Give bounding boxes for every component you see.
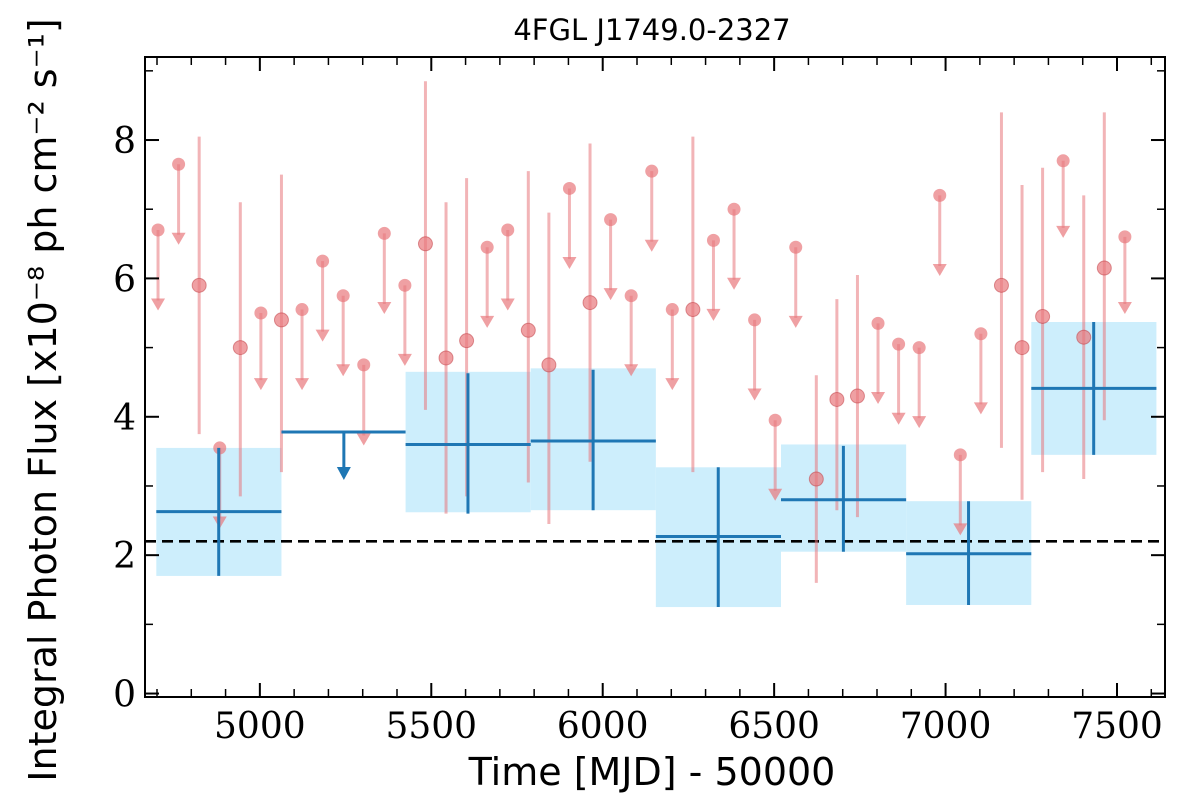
x-tick-label: 7000 <box>900 706 992 747</box>
short-bin-arrowhead <box>356 433 371 446</box>
short-bin-point <box>993 277 1009 293</box>
short-bin-point <box>1035 308 1051 324</box>
short-bin-point <box>417 236 433 252</box>
y-tick-label: 6 <box>113 259 136 300</box>
axis-ticks <box>145 57 1165 697</box>
short-bin-arrowhead <box>603 288 618 301</box>
short-bin-upper-limit-marker <box>912 341 926 355</box>
short-bin-upper-limit-marker <box>398 278 412 292</box>
short-bin-upper-limit-marker <box>377 226 391 240</box>
x-axis-label: Time [MJD] - 50000 <box>468 750 836 794</box>
short-bin-point <box>273 312 289 328</box>
short-bin-upper-limit-marker <box>871 316 885 330</box>
short-bin-arrowhead <box>377 302 392 314</box>
short-bin-point <box>808 471 824 487</box>
short-bin-upper-limit-marker <box>953 448 967 462</box>
short-bin-upper-limit-marker <box>727 202 741 216</box>
short-bin-point <box>1096 260 1112 276</box>
short-bin-upper-limit-marker <box>706 233 720 247</box>
long-bin-arrowhead <box>336 467 351 481</box>
short-bin-upper-limit-marker <box>480 240 494 254</box>
short-bin-point <box>1076 329 1092 345</box>
short-bin-point <box>520 322 536 338</box>
short-bin-arrowhead <box>747 388 762 401</box>
short-bin-arrowhead <box>624 364 639 377</box>
short-bin-arrowhead <box>932 263 947 276</box>
short-bin-upper-limit-marker <box>501 223 515 237</box>
short-bin-upper-limit-marker <box>604 213 618 227</box>
short-bin-upper-limit-marker <box>336 289 350 303</box>
short-bin-upper-limit-marker <box>665 303 679 317</box>
x-tick-label: 5000 <box>214 706 306 747</box>
short-bin-upper-limit-marker <box>624 289 638 303</box>
short-bin-arrowhead <box>788 315 803 328</box>
short-bin-arrowhead <box>336 364 351 377</box>
short-bin-upper-limit-marker <box>562 181 576 195</box>
x-tick-labels: 5000 5500 6000 6500 7000 7500 <box>214 706 1163 747</box>
x-tick-label: 6500 <box>728 706 820 747</box>
short-bin-point <box>541 357 557 373</box>
short-bin-upper-limit-marker <box>892 337 906 351</box>
short-bin-arrowhead <box>171 232 186 245</box>
x-tick-label: 7500 <box>1071 706 1163 747</box>
short-bin-arrowhead <box>295 378 310 391</box>
short-bin-arrowhead <box>665 378 680 391</box>
short-bin-arrowhead <box>500 298 515 311</box>
short-bin-arrowhead <box>706 308 721 321</box>
short-bin-arrowhead <box>727 277 742 290</box>
y-tick-label: 2 <box>113 536 136 577</box>
short-bin-upper-limit-marker <box>316 254 330 268</box>
short-bin-arrowhead <box>912 416 927 429</box>
y-axis-label: Integral Photon Flux [x10⁻⁸ ph cm⁻² s⁻¹] <box>21 18 65 781</box>
long-bin-series <box>156 321 1157 608</box>
short-bin-arrowhead <box>397 353 412 366</box>
short-bin-point <box>849 388 865 404</box>
short-bin-upper-limit-marker <box>974 327 988 341</box>
short-bin-arrowhead <box>891 412 906 425</box>
short-bin-point <box>232 340 248 356</box>
short-bin-point <box>829 391 845 407</box>
short-bin-arrowhead <box>768 488 783 501</box>
short-bin-arrowhead <box>562 257 577 270</box>
short-bin-upper-limit-marker <box>933 188 947 202</box>
short-bin-arrowhead <box>315 329 330 342</box>
short-bin-upper-limit-marker <box>151 223 165 237</box>
short-bin-arrowhead <box>644 239 659 252</box>
short-bin-upper-limit-marker <box>768 413 782 427</box>
short-bin-upper-limit-marker <box>748 313 762 327</box>
long-bin-error-bands <box>156 321 1157 608</box>
short-bin-point <box>582 295 598 311</box>
short-bin-upper-limit-marker <box>1118 230 1132 244</box>
short-bin-upper-limit-marker <box>1056 154 1070 168</box>
short-bin-arrowhead <box>253 378 268 391</box>
short-bin-arrowhead <box>871 391 886 404</box>
short-bin-upper-limit-marker <box>254 306 268 320</box>
short-bin-arrowhead <box>1117 302 1132 314</box>
short-bin-arrowhead <box>973 402 988 415</box>
chart-title: 4FGL J1749.0-2327 <box>513 13 790 47</box>
short-bin-series <box>151 81 1132 583</box>
short-bin-point <box>438 350 454 366</box>
short-bin-upper-limit-marker <box>357 358 371 372</box>
y-tick-label: 0 <box>113 675 136 716</box>
short-bin-arrowhead <box>151 298 166 311</box>
short-bin-upper-limit-marker <box>172 157 186 171</box>
x-tick-label: 5500 <box>385 706 477 747</box>
short-bin-point <box>459 333 475 349</box>
short-bin-upper-limit-marker <box>789 240 803 254</box>
short-bin-arrowhead <box>1056 225 1071 238</box>
y-tick-label: 8 <box>113 121 136 162</box>
short-bin-point <box>685 302 701 318</box>
y-tick-label: 4 <box>113 398 136 439</box>
short-bin-arrowhead <box>480 315 495 328</box>
short-bin-upper-limit-marker <box>645 164 659 178</box>
short-bin-point <box>1014 340 1030 356</box>
y-tick-labels: 0 2 4 6 8 <box>113 121 136 716</box>
x-tick-label: 6000 <box>557 706 649 747</box>
short-bin-upper-limit-marker <box>295 303 309 317</box>
short-bin-point <box>191 277 207 293</box>
short-bin-arrowhead <box>953 523 968 536</box>
plot-frame <box>144 56 1166 698</box>
